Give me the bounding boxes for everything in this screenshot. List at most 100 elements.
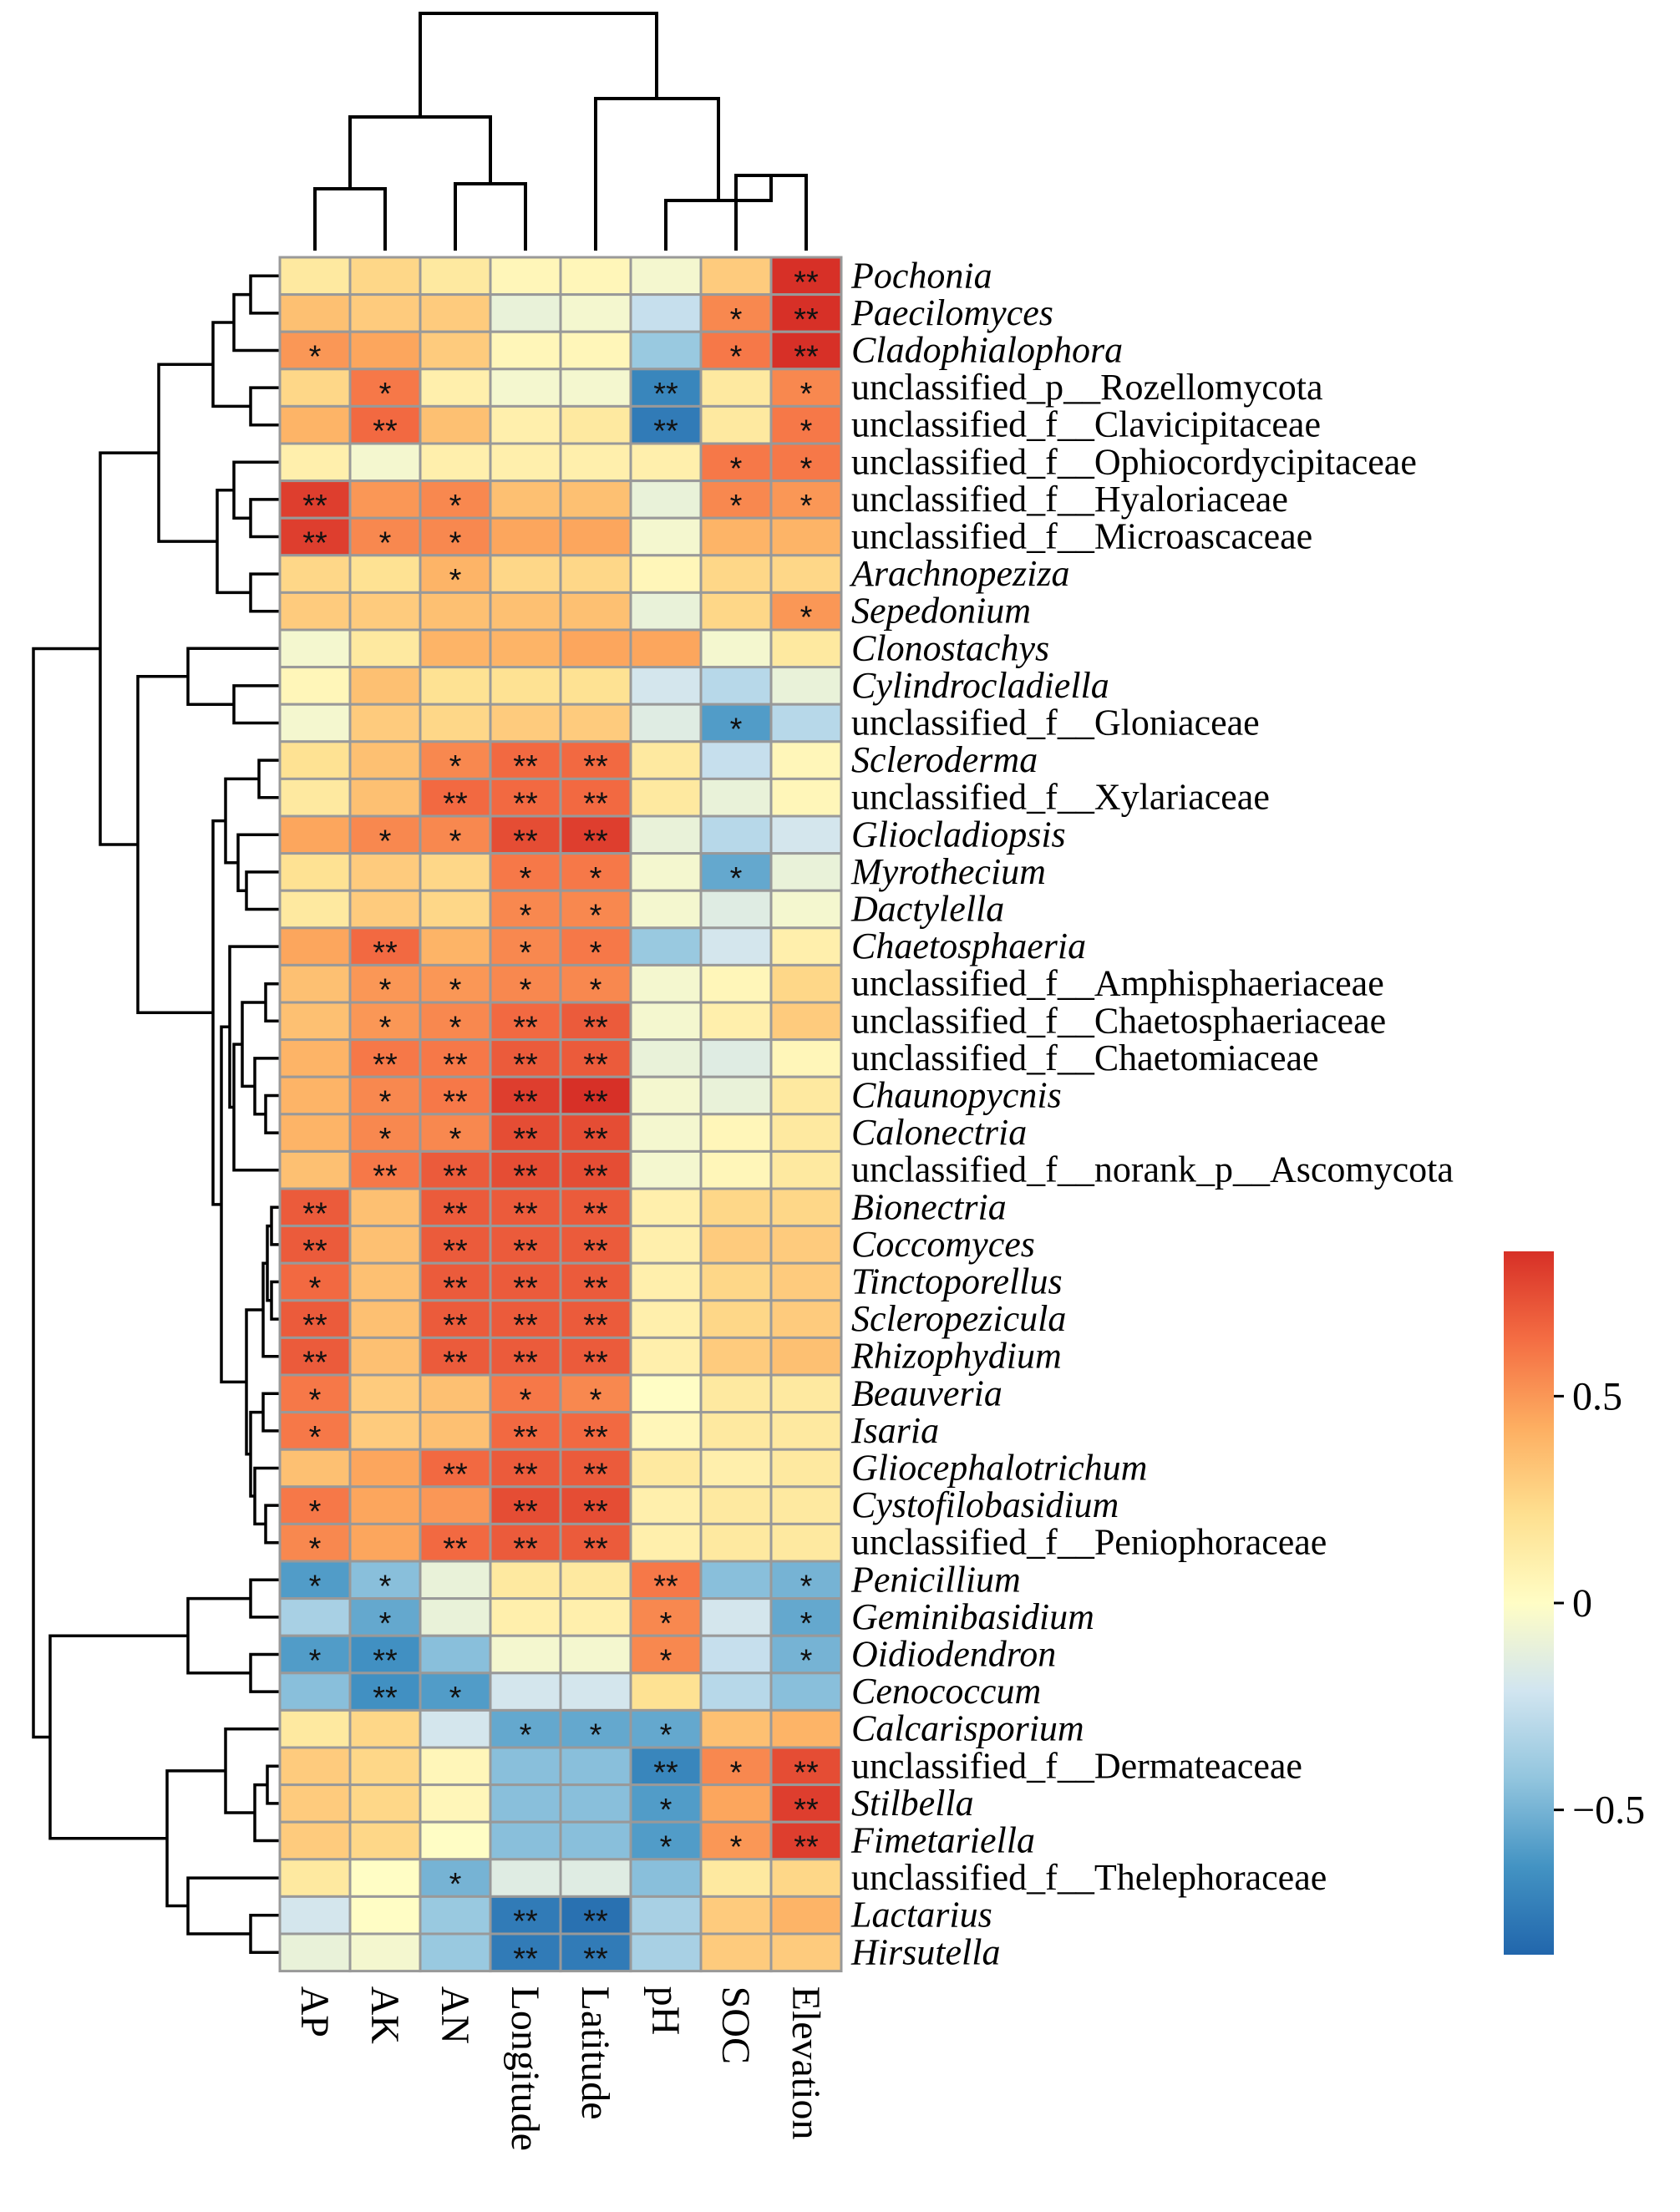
- heatmap-cell: [419, 1485, 492, 1525]
- heatmap-cell: [419, 256, 492, 297]
- heatmap-cell: [489, 1597, 562, 1637]
- heatmap-cell: [629, 1895, 703, 1936]
- heatmap-cell: [559, 1225, 632, 1265]
- significance-mark: *: [520, 861, 532, 896]
- significance-mark: *: [730, 451, 743, 486]
- heatmap-cell: [419, 889, 492, 930]
- heatmap-cell: [278, 293, 352, 333]
- significance-mark: *: [449, 1867, 462, 1902]
- dendrogram-branch: [249, 1410, 263, 1498]
- heatmap-cell: [769, 889, 843, 930]
- significance-mark: *: [449, 1010, 462, 1045]
- heatmap-cell: [559, 1075, 632, 1116]
- significance-mark: *: [379, 1122, 392, 1157]
- heatmap-cell: [489, 1261, 562, 1302]
- heatmap-cell: [348, 330, 422, 371]
- row-label: Paecilomyces: [850, 292, 1053, 333]
- row-label: Geminibasidium: [851, 1596, 1094, 1637]
- significance-mark: **: [513, 1494, 538, 1530]
- heatmap-cell: [559, 554, 632, 594]
- heatmap-cell: [348, 1746, 422, 1787]
- significance-mark: *: [800, 451, 813, 486]
- heatmap-cell: [278, 777, 352, 818]
- heatmap-cell: [769, 777, 843, 818]
- heatmap-cell: [699, 1149, 773, 1190]
- significance-mark: *: [660, 1606, 673, 1641]
- heatmap-cell: [769, 1708, 843, 1749]
- heatmap-cell: [278, 852, 352, 892]
- legend-tick-label: 0: [1572, 1581, 1592, 1626]
- row-label: Calcarisporium: [851, 1708, 1084, 1749]
- heatmap-cell: [769, 1038, 843, 1078]
- significance-mark: **: [513, 824, 538, 859]
- row-labels: PochoniaPaecilomycesCladophialophorauncl…: [849, 255, 1454, 1972]
- dendrogram-branch: [266, 1764, 280, 1805]
- heatmap-cell: [489, 703, 562, 743]
- heatmap-cell: [419, 1336, 492, 1377]
- heatmap-cell: [699, 1895, 773, 1936]
- heatmap-cell: [629, 554, 703, 594]
- heatmap-cell: [489, 1672, 562, 1712]
- heatmap-cell: [559, 404, 632, 445]
- row-label: Scleroderma: [851, 739, 1038, 780]
- dendrogram-branch: [99, 451, 159, 846]
- significance-mark: **: [513, 1420, 538, 1455]
- significance-mark: **: [302, 1346, 327, 1381]
- heatmap-cell: [629, 1672, 703, 1712]
- row-label: unclassified_f__Peniophoraceae: [851, 1522, 1327, 1563]
- heatmap-cell: [489, 256, 562, 297]
- significance-mark: **: [583, 1458, 608, 1493]
- significance-mark: *: [730, 713, 743, 748]
- significance-mark: **: [513, 1905, 538, 1940]
- significance-mark: *: [660, 1830, 673, 1865]
- heatmap-cell: [769, 963, 843, 1004]
- heatmap-cell: [278, 1075, 352, 1116]
- heatmap-cells: [278, 256, 843, 1973]
- heatmap-cell: [769, 628, 843, 669]
- significance-mark: **: [513, 1010, 538, 1045]
- dendrogram-branch: [264, 982, 280, 1023]
- heatmap-cell: [629, 740, 703, 780]
- row-label: Isaria: [850, 1410, 939, 1451]
- heatmap-cell: [489, 368, 562, 408]
- heatmap-cell: [699, 926, 773, 966]
- significance-mark: *: [590, 899, 602, 934]
- significance-mark: **: [794, 265, 819, 300]
- row-label: unclassified_f__Amphisphaeriaceae: [851, 963, 1384, 1004]
- heatmap-cell: [769, 1522, 843, 1563]
- dendrogram-branch: [249, 1652, 280, 1693]
- heatmap-cell: [419, 1225, 492, 1265]
- row-label: Hirsutella: [850, 1931, 1000, 1972]
- row-dendrogram: [32, 274, 280, 1955]
- significance-mark: **: [583, 1010, 608, 1045]
- column-labels: AP AK AN Longitude Latitude pH SOC Elevation: [292, 1986, 828, 2151]
- heatmap-cell: [348, 703, 422, 743]
- significance-mark: *: [590, 1382, 602, 1418]
- heatmap-cell: [278, 1858, 352, 1898]
- dendrogram-branch: [249, 386, 280, 427]
- heatmap-cell: [629, 1746, 703, 1787]
- heatmap-cell: [629, 256, 703, 297]
- heatmap-cell: [419, 1932, 492, 1973]
- row-label: Cenococcum: [851, 1671, 1041, 1712]
- row-label: Beauveria: [851, 1372, 1002, 1413]
- heatmap-cell: [489, 1708, 562, 1749]
- heatmap-cell: [699, 1672, 773, 1712]
- row-label: Chaetosphaeria: [851, 926, 1086, 966]
- significance-mark: **: [373, 1681, 398, 1716]
- row-label: unclassified_f__Chaetosphaeriaceae: [851, 1000, 1386, 1041]
- row-label: Arachnopeziza: [849, 553, 1070, 594]
- heatmap-cell: [629, 1113, 703, 1153]
- significance-mark: *: [309, 1532, 322, 1567]
- significance-mark: **: [513, 1048, 538, 1083]
- heatmap-cell: [348, 777, 422, 818]
- heatmap-cell: [699, 591, 773, 632]
- significance-mark: **: [583, 1494, 608, 1530]
- heatmap-cell: [278, 1597, 352, 1637]
- heatmap-cell: [348, 852, 422, 892]
- significance-mark: **: [513, 1159, 538, 1195]
- heatmap-cell: [489, 293, 562, 333]
- heatmap-cell: [699, 1522, 773, 1563]
- heatmap-cell: [559, 1373, 632, 1414]
- heatmap-cell: [278, 1149, 352, 1190]
